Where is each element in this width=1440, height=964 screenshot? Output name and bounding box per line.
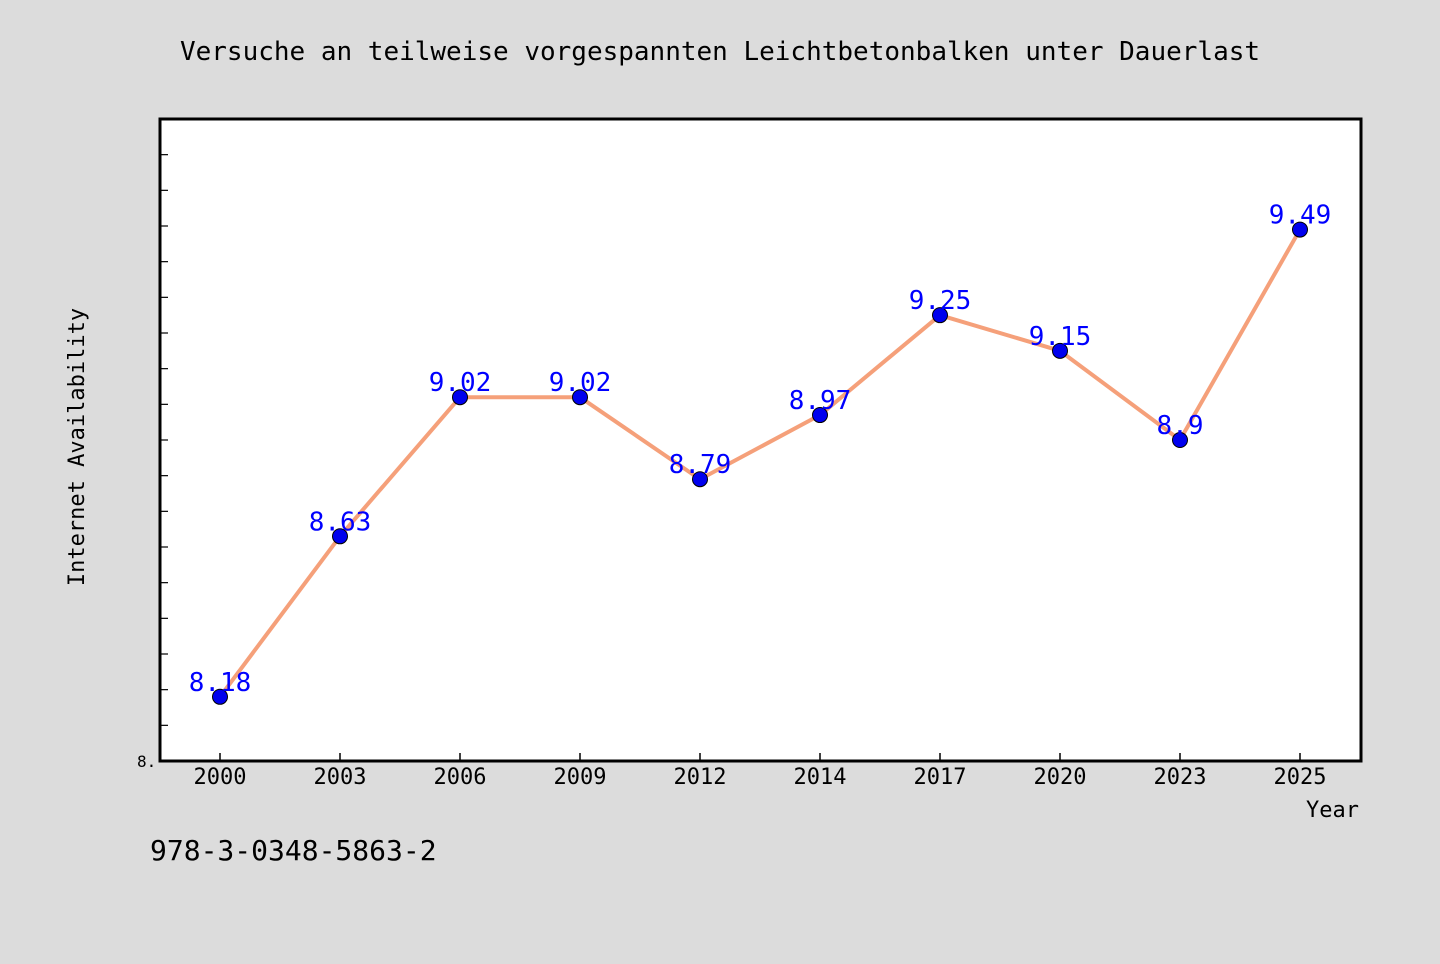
- data-point: [812, 407, 828, 424]
- data-point: [1052, 342, 1068, 359]
- data-label: 9.15: [1029, 322, 1092, 352]
- data-point: [572, 389, 588, 406]
- data-label: 8.79: [669, 450, 732, 480]
- x-tick-label: 2012: [674, 765, 727, 790]
- y-tick-label: 8.: [137, 752, 156, 771]
- chart-title: Versuche an teilweise vorgespannten Leic…: [180, 37, 1260, 67]
- data-point: [212, 688, 228, 705]
- data-label: 8.97: [789, 386, 852, 416]
- isbn-text: 978-3-0348-5863-2: [150, 834, 437, 867]
- y-axis-ticks: [160, 154, 168, 726]
- x-tick-label: 2017: [914, 765, 967, 790]
- data-point: [932, 307, 948, 324]
- data-point: [692, 471, 708, 488]
- x-tick-label: 2023: [1154, 765, 1207, 790]
- data-label: 9.02: [549, 368, 612, 398]
- series-layer: [212, 221, 1308, 705]
- plot-area: [158, 117, 1363, 763]
- data-point: [1292, 221, 1308, 238]
- x-tick-label: 2009: [554, 765, 607, 790]
- data-label: 9.49: [1269, 201, 1332, 231]
- data-point: [452, 389, 468, 406]
- data-label: 8.18: [189, 668, 252, 698]
- data-labels: 8.18 8.63 9.02 9.02 8.79 8.97 9.25 9.15 8.9 9.49: [189, 201, 1332, 698]
- x-tick-label: 2025: [1274, 765, 1327, 790]
- data-point: [332, 528, 348, 545]
- x-tick-label: 2000: [194, 765, 247, 790]
- series-line: [218, 227, 1302, 699]
- y-axis-label: Internet Availability: [65, 308, 90, 586]
- data-label: 8.63: [309, 507, 372, 537]
- x-axis-ticks: 2000 2003 2006 2009 2012 2014 2017 2020 2023 2025: [194, 753, 1327, 790]
- x-tick-label: 2014: [794, 765, 847, 790]
- data-point: [1172, 432, 1188, 448]
- data-label: 9.02: [429, 368, 492, 398]
- x-tick-label: 2006: [434, 765, 487, 790]
- x-axis-label: Year: [1306, 798, 1359, 823]
- x-tick-label: 2020: [1034, 765, 1087, 790]
- data-label: 8.9: [1157, 411, 1204, 441]
- x-tick-label: 2003: [314, 765, 367, 790]
- data-label: 9.25: [909, 286, 972, 316]
